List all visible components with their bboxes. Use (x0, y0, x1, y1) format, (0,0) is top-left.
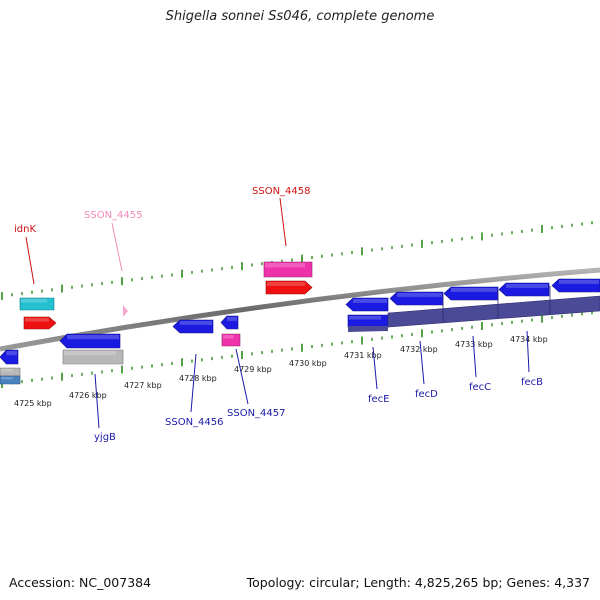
inner-tick-row (1, 311, 593, 388)
gene-arrow[interactable] (0, 349, 19, 365)
gene-arrow[interactable] (23, 316, 57, 330)
gene-arrow[interactable] (220, 315, 239, 330)
gene-arrow[interactable] (551, 278, 600, 293)
gene-label[interactable]: fecD (415, 389, 438, 400)
gene-label[interactable]: yjgB (94, 432, 116, 443)
gene-label[interactable]: SSON_4455 (84, 210, 143, 221)
outer-tick-row (1, 221, 593, 300)
ruler-label: 4728 kbp (179, 374, 217, 383)
leader-line (25, 236, 35, 285)
gene-arrow[interactable] (62, 349, 124, 365)
gene-label[interactable]: SSON_4458 (252, 186, 311, 197)
ruler-label: 4732 kbp (400, 345, 438, 354)
ruler-label: 4726 kbp (69, 391, 107, 400)
ruler-label: 4731 kbp (344, 351, 382, 360)
ruler-label: 4725 kbp (14, 399, 52, 408)
gene-arrow[interactable] (0, 367, 21, 377)
ruler-label: 4727 kbp (124, 381, 162, 390)
gene-arrow[interactable] (263, 261, 313, 278)
gene-arrow[interactable] (347, 314, 389, 328)
leader-line (190, 353, 197, 413)
ruler-label: 4729 kbp (234, 365, 272, 374)
leader-line (419, 340, 425, 385)
gene-arrow[interactable] (498, 282, 550, 297)
gene-layer (0, 261, 600, 385)
ruler-label: 4734 kbp (510, 335, 548, 344)
leader-line (472, 335, 477, 378)
leader-line (279, 197, 287, 247)
operon-band[interactable] (348, 286, 600, 332)
gene-arrow[interactable] (265, 280, 313, 295)
gene-arrow[interactable] (345, 297, 389, 312)
leader-line (526, 330, 530, 373)
gene-label[interactable]: SSON_4457 (227, 408, 286, 419)
gene-arrow[interactable] (123, 305, 128, 317)
leader-line (372, 346, 378, 390)
gene-label[interactable]: fecE (368, 394, 390, 405)
gene-label[interactable]: fecC (469, 382, 491, 393)
leader-line (111, 222, 123, 272)
leader-line (94, 373, 100, 429)
gene-arrow[interactable] (172, 319, 214, 334)
gene-arrow[interactable] (443, 286, 499, 301)
gene-label[interactable]: SSON_4456 (165, 417, 224, 428)
accession-text: Accession: NC_007384 (9, 575, 152, 590)
ruler-label: 4730 kbp (289, 359, 327, 368)
gene-arrow[interactable] (389, 291, 444, 306)
gene-arrow[interactable] (221, 333, 241, 347)
tick-layer (1, 221, 593, 388)
map-title: Shigella sonnei Ss046, complete genome (165, 9, 435, 24)
gene-arrow[interactable] (0, 375, 21, 385)
label-layer: 4725 kbp 4726 kbp 4727 kbp 4728 kbp 4729 kbp… (14, 186, 548, 443)
genome-summary: Topology: circular; Length: 4,825,265 bp… (246, 575, 590, 590)
gene-arrow[interactable] (19, 297, 55, 311)
leader-line (235, 348, 249, 405)
gene-label[interactable]: idnK (14, 224, 36, 235)
gene-label[interactable]: fecB (521, 377, 543, 388)
gene-arrow[interactable] (59, 333, 121, 349)
